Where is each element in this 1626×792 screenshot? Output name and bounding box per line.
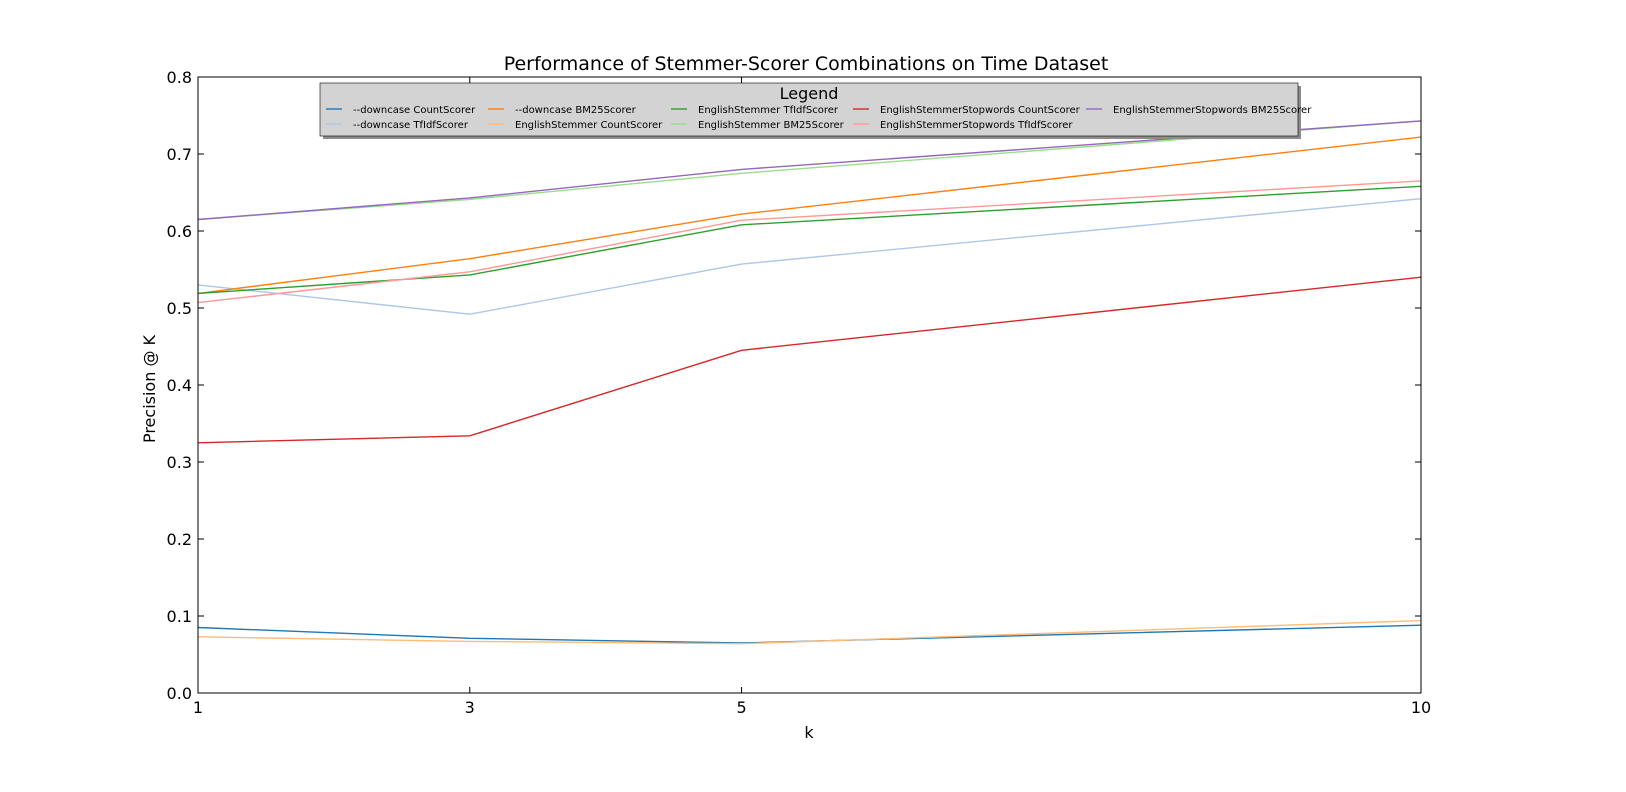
y-tick-label: 0.1 xyxy=(167,607,192,626)
series-layer xyxy=(197,120,1422,645)
series-line-2 xyxy=(197,198,1422,315)
x-tick-label: 3 xyxy=(465,698,475,717)
x-tick-label: 1 xyxy=(193,698,203,717)
y-tick-label: 0.5 xyxy=(167,299,192,318)
legend-title: Legend xyxy=(780,84,839,103)
y-tick-label: 0.2 xyxy=(167,530,192,549)
legend-label-9: EnglishStemmerStopwords BM25Scorer xyxy=(1113,105,1312,116)
series-line-7 xyxy=(197,276,1422,444)
series-line-1 xyxy=(197,624,1422,644)
legend-label-7: EnglishStemmerStopwords CountScorer xyxy=(880,105,1081,116)
y-tick-label: 0.6 xyxy=(167,222,192,241)
plot-frame xyxy=(197,76,1422,694)
series-line-8 xyxy=(197,180,1422,304)
legend-label-8: EnglishStemmerStopwords TfIdfScorer xyxy=(880,120,1073,131)
series-line-4 xyxy=(197,619,1422,645)
y-axis-title: Precision @ K xyxy=(140,334,159,443)
x-axis-title: k xyxy=(804,723,814,742)
legend-label-4: EnglishStemmer CountScorer xyxy=(515,120,663,131)
series-line-6 xyxy=(197,120,1422,221)
legend-items: --downcase CountScorer --downcase TfIdfSc… xyxy=(326,105,1312,131)
series-line-9 xyxy=(197,120,1422,221)
legend-label-2: --downcase TfIdfScorer xyxy=(353,120,469,131)
series-line-3 xyxy=(197,136,1422,295)
legend: Legend --downcase CountScorer--downcase … xyxy=(319,82,1312,139)
legend-label-3: --downcase BM25Scorer xyxy=(515,105,637,116)
y-tick-label: 0.8 xyxy=(167,68,192,87)
y-tick-label: 0.3 xyxy=(167,453,192,472)
legend-label-5: EnglishStemmer TfIdfScorer xyxy=(698,105,839,116)
y-tick-label: 0.4 xyxy=(167,376,192,395)
legend-label-1: --downcase CountScorer xyxy=(353,105,476,116)
legend-label-6: EnglishStemmer BM25Scorer xyxy=(698,120,845,131)
series-line-5 xyxy=(197,185,1422,295)
axis-ticks: 0.0 0.1 0.2 0.3 0.4 0.5 0.6 0.7 0.8 1 3 5 10 xyxy=(167,68,1432,717)
x-tick-label: 10 xyxy=(1411,698,1431,717)
chart-title: Performance of Stemmer-Scorer Combinatio… xyxy=(504,53,1109,75)
x-tick-label: 5 xyxy=(736,698,746,717)
y-tick-label: 0.7 xyxy=(167,145,192,164)
y-tick-label: 0.0 xyxy=(167,684,192,703)
legend-box xyxy=(319,82,1299,137)
